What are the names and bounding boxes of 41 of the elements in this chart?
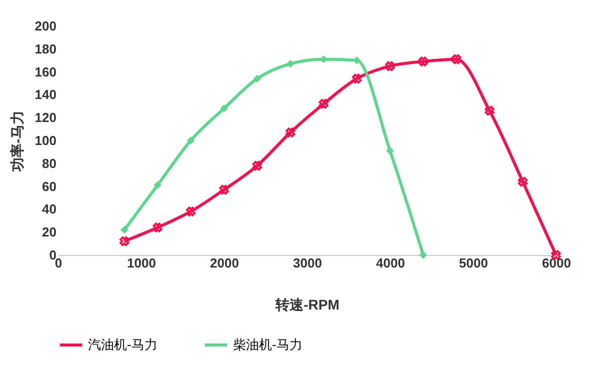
x-tick-label: 1000 bbox=[127, 256, 156, 270]
legend-label: 柴油机-马力 bbox=[233, 337, 302, 352]
x-tick-label: 6000 bbox=[542, 256, 571, 270]
point bbox=[152, 222, 162, 232]
point bbox=[219, 184, 229, 195]
x-tick-label: 5000 bbox=[459, 256, 488, 270]
point bbox=[418, 56, 428, 66]
point bbox=[385, 61, 395, 71]
point bbox=[484, 106, 494, 116]
point bbox=[252, 160, 262, 171]
point bbox=[120, 226, 128, 234]
point bbox=[419, 251, 428, 259]
y-tick-label: 140 bbox=[34, 87, 56, 102]
point bbox=[352, 74, 362, 84]
point bbox=[518, 176, 528, 187]
y-tick-label: 200 bbox=[34, 18, 56, 34]
y-tick-label: 160 bbox=[34, 64, 56, 80]
x-tick-label: 3000 bbox=[293, 256, 322, 270]
legend-label: 汽油机-马力 bbox=[88, 337, 158, 352]
point bbox=[286, 60, 294, 68]
point bbox=[286, 128, 296, 138]
y-tick-label: 180 bbox=[34, 41, 56, 56]
x-axis-title: 转速-RPM bbox=[274, 296, 340, 312]
y-tick-label: 20 bbox=[42, 224, 56, 240]
y-tick-label: 40 bbox=[42, 202, 56, 217]
point bbox=[186, 206, 196, 216]
x-tick-label: 2000 bbox=[210, 256, 239, 270]
point bbox=[186, 136, 195, 144]
y-axis-title: 功率-马力 bbox=[8, 110, 25, 172]
point bbox=[220, 104, 228, 112]
point bbox=[120, 236, 130, 246]
y-tick-label: 80 bbox=[42, 156, 56, 171]
point bbox=[154, 181, 162, 190]
y-tick-label: 100 bbox=[34, 133, 56, 148]
point bbox=[452, 54, 462, 64]
y-tick-label: 120 bbox=[34, 110, 56, 126]
y-tick-label: 60 bbox=[42, 178, 56, 194]
point bbox=[318, 99, 328, 109]
point bbox=[386, 146, 394, 155]
point bbox=[253, 74, 262, 83]
x-tick-label: 4000 bbox=[376, 256, 405, 270]
